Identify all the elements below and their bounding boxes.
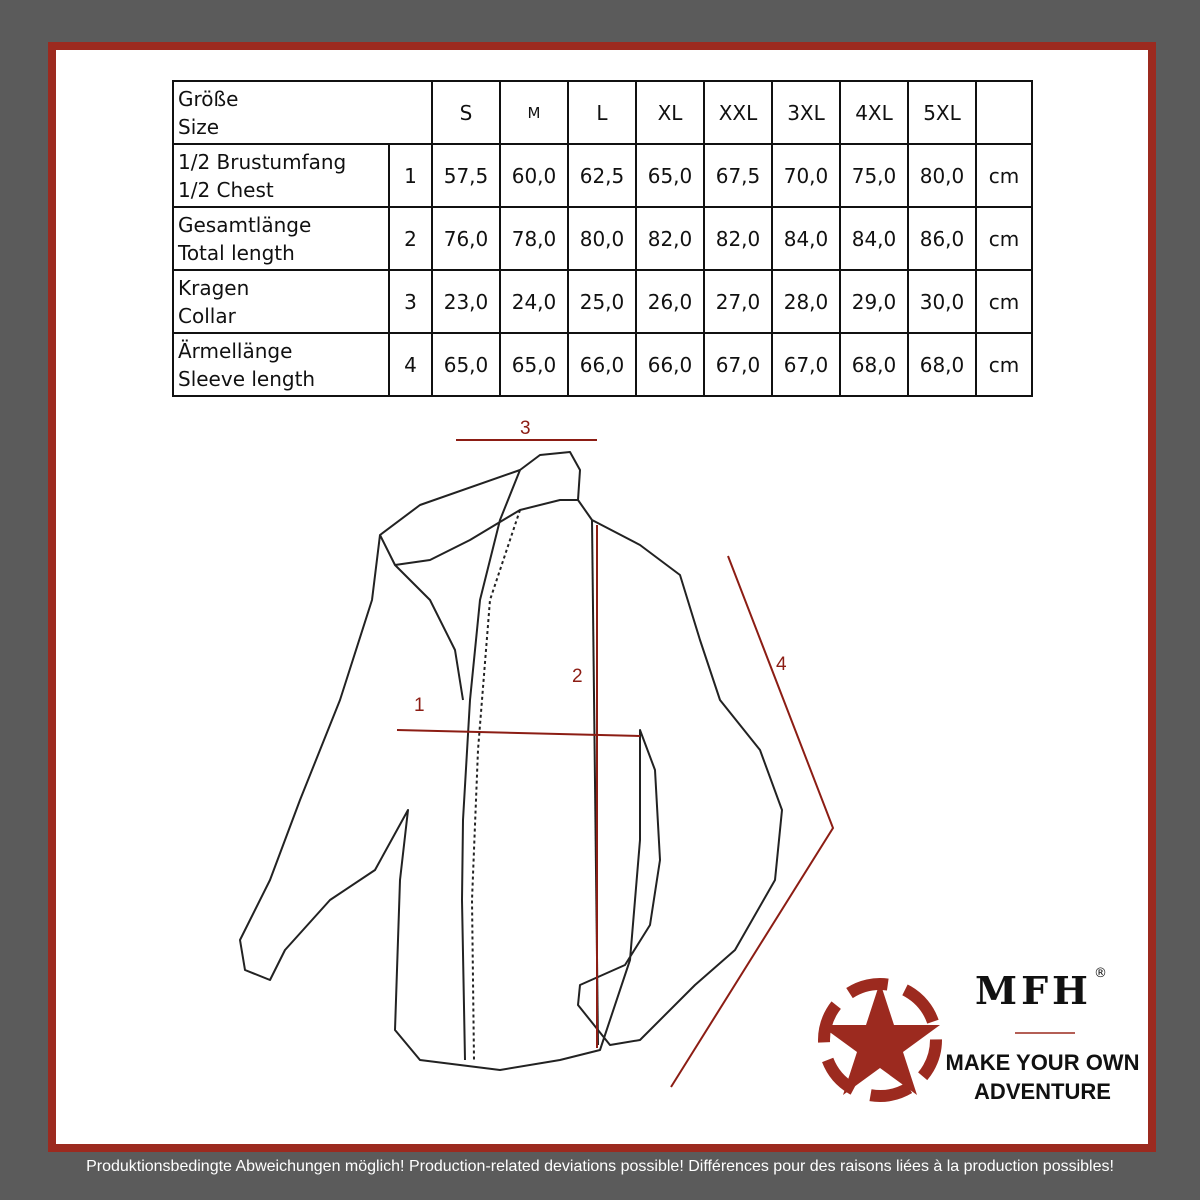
marker-1: 1 xyxy=(414,695,425,716)
size-col: XL xyxy=(635,80,705,145)
label-en: Collar xyxy=(178,303,236,328)
label-de: Kragen xyxy=(178,275,250,300)
value-cell: 84,0 xyxy=(771,206,841,271)
value-cell: 60,0 xyxy=(499,143,569,208)
size-col: 5XL xyxy=(907,80,977,145)
unit-cell: cm xyxy=(975,269,1033,334)
measure-number: 3 xyxy=(388,269,433,334)
value-cell: 86,0 xyxy=(907,206,977,271)
value-cell: 68,0 xyxy=(907,332,977,397)
mfh-star-logo xyxy=(818,978,942,1102)
measure-number: 4 xyxy=(388,332,433,397)
value-cell: 66,0 xyxy=(567,332,637,397)
size-col: M xyxy=(499,80,569,145)
brand-logo: MFH ® xyxy=(975,966,1107,1016)
table-header-row: Größe Size S M L XL XXL 3XL 4XL 5XL xyxy=(172,80,1033,145)
marker-4: 4 xyxy=(776,654,787,675)
label-de: Gesamtlänge xyxy=(178,212,312,237)
value-cell: 65,0 xyxy=(431,332,501,397)
measure-number: 2 xyxy=(388,206,433,271)
footer-disclaimer: Produktionsbedingte Abweichungen möglich… xyxy=(86,1158,1114,1175)
value-cell: 68,0 xyxy=(839,332,909,397)
value-cell: 25,0 xyxy=(567,269,637,334)
label-en: Total length xyxy=(178,240,295,265)
unit-cell: cm xyxy=(975,332,1033,397)
jacket-outline xyxy=(239,451,783,1071)
measure-label: Ärmellänge Sleeve length xyxy=(172,332,390,397)
value-cell: 62,5 xyxy=(567,143,637,208)
unit-cell: cm xyxy=(975,143,1033,208)
value-cell: 57,5 xyxy=(431,143,501,208)
measure-label: Gesamtlänge Total length xyxy=(172,206,390,271)
value-cell: 26,0 xyxy=(635,269,705,334)
value-cell: 67,0 xyxy=(771,332,841,397)
size-header: Größe Size xyxy=(172,80,433,145)
size-table: Größe Size S M L XL XXL 3XL 4XL 5XL 1/2 B… xyxy=(172,80,1033,397)
value-cell: 24,0 xyxy=(499,269,569,334)
value-cell: 80,0 xyxy=(567,206,637,271)
label-en: 1/2 Chest xyxy=(178,177,274,202)
value-cell: 23,0 xyxy=(431,269,501,334)
value-cell: 84,0 xyxy=(839,206,909,271)
registered-mark: ® xyxy=(1093,966,1107,981)
measure-number: 1 xyxy=(388,143,433,208)
value-cell: 65,0 xyxy=(635,143,705,208)
size-col: 3XL xyxy=(771,80,841,145)
empty-cell xyxy=(975,80,1033,145)
size-col: 4XL xyxy=(839,80,909,145)
brand-logo-text: MFH xyxy=(975,968,1092,1013)
size-label-en: Size xyxy=(178,114,220,139)
size-col: XXL xyxy=(703,80,773,145)
slogan-line-1: MAKE YOUR OWN xyxy=(945,1050,1140,1075)
label-en: Sleeve length xyxy=(178,366,316,391)
value-cell: 30,0 xyxy=(907,269,977,334)
size-col: L xyxy=(567,80,637,145)
value-cell: 66,0 xyxy=(635,332,705,397)
value-cell: 27,0 xyxy=(703,269,773,334)
unit-cell: cm xyxy=(975,206,1033,271)
table-row: Kragen Collar 3 23,0 24,0 25,0 26,0 27,0 28,0 29,… xyxy=(172,269,1033,334)
marker-3: 3 xyxy=(520,418,531,439)
value-cell: 80,0 xyxy=(907,143,977,208)
value-cell: 78,0 xyxy=(499,206,569,271)
value-cell: 75,0 xyxy=(839,143,909,208)
measure-label: Kragen Collar xyxy=(172,269,390,334)
table-row: Ärmellänge Sleeve length 4 65,0 65,0 66,0 66,0… xyxy=(172,332,1033,397)
value-cell: 82,0 xyxy=(703,206,773,271)
chest-line xyxy=(396,729,641,737)
value-cell: 67,0 xyxy=(703,332,773,397)
label-de: Ärmellänge xyxy=(178,338,293,363)
sleeve-line xyxy=(670,555,835,1088)
value-cell: 65,0 xyxy=(499,332,569,397)
jacket-diagram: 1 2 3 4 xyxy=(239,418,1075,1102)
value-cell: 82,0 xyxy=(635,206,705,271)
table-row: 1/2 Brustumfang 1/2 Chest 1 57,5 60,0 62,5 65,… xyxy=(172,143,1033,208)
measure-label: 1/2 Brustumfang 1/2 Chest xyxy=(172,143,390,208)
table-row: Gesamtlänge Total length 2 76,0 78,0 80,0 82,0… xyxy=(172,206,1033,271)
size-label-de: Größe xyxy=(178,86,239,111)
measurement-lines xyxy=(396,439,835,1088)
value-cell: 28,0 xyxy=(771,269,841,334)
value-cell: 67,5 xyxy=(703,143,773,208)
slogan: MAKE YOUR OWN ADVENTURE xyxy=(940,1048,1145,1106)
value-cell: 29,0 xyxy=(839,269,909,334)
value-cell: 70,0 xyxy=(771,143,841,208)
value-cell: 76,0 xyxy=(431,206,501,271)
slogan-line-2: ADVENTURE xyxy=(974,1079,1111,1104)
marker-2: 2 xyxy=(572,666,583,687)
label-de: 1/2 Brustumfang xyxy=(178,149,347,174)
size-col: S xyxy=(431,80,501,145)
